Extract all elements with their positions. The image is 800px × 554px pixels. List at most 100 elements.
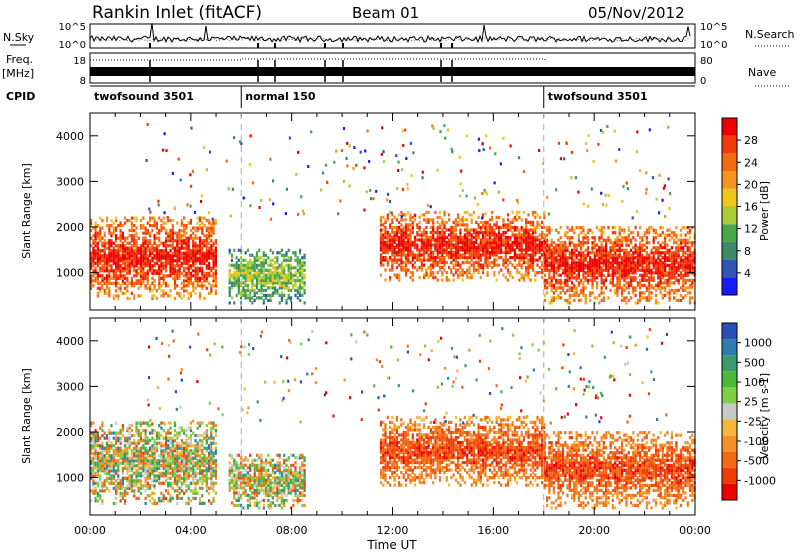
- echo-cell: [555, 243, 558, 247]
- echo-cell: [112, 296, 115, 300]
- echo-cell: [407, 210, 410, 214]
- echo-cell: [301, 273, 304, 277]
- echo-cell: [126, 466, 129, 470]
- echo-cell: [164, 249, 168, 253]
- echo-cell: [509, 225, 512, 230]
- echo-cell: [616, 258, 619, 262]
- echo-cell: [144, 261, 147, 265]
- echo-cell: [472, 235, 476, 240]
- echo-cell: [404, 233, 408, 237]
- echo-cell: [203, 261, 206, 265]
- echo-cell: [659, 288, 662, 292]
- echo-cell: [525, 218, 528, 222]
- echo-cell: [605, 258, 608, 262]
- echo-cell: [139, 481, 143, 485]
- echo-cell: [183, 269, 186, 273]
- echo-cell: [214, 281, 217, 285]
- echo-cell: [546, 233, 549, 237]
- echo-cell: [559, 263, 562, 267]
- echo-cell: [616, 263, 619, 267]
- echo-cell: [575, 253, 578, 257]
- echo-cell: [121, 459, 124, 463]
- echo-cell: [242, 273, 245, 277]
- echo-cell: [115, 239, 118, 243]
- echo-cell: [151, 469, 154, 473]
- echo-cell: [457, 238, 460, 242]
- echo-cell: [119, 456, 122, 460]
- echo-cell: [625, 256, 628, 260]
- echo-cell: [157, 199, 160, 203]
- echo-cell: [278, 286, 281, 290]
- echo-cell: [262, 288, 265, 292]
- echo-cell: [151, 281, 154, 285]
- echo-cell: [269, 217, 272, 221]
- echo-cell: [648, 296, 651, 300]
- echo-cell: [189, 259, 192, 263]
- echo-cell: [142, 224, 145, 228]
- echo-cell: [520, 250, 523, 255]
- echo-cell: [164, 461, 168, 465]
- echo-cell: [520, 225, 523, 230]
- echo-cell: [149, 449, 152, 453]
- echo-cell: [171, 261, 174, 265]
- echo-cell: [112, 229, 115, 233]
- echo-cell: [486, 273, 489, 277]
- echo-cell: [126, 276, 129, 280]
- echo-cell: [169, 231, 172, 235]
- echo-cell: [497, 235, 501, 240]
- echo-cell: [230, 253, 234, 257]
- echo-cell: [240, 283, 243, 287]
- echo-cell: [92, 484, 95, 488]
- echo-cell: [550, 228, 553, 232]
- echo-cell: [491, 250, 494, 255]
- echo-cell: [636, 298, 639, 302]
- echo-cell: [432, 220, 435, 224]
- echo-cell: [423, 213, 426, 217]
- echo-cell: [420, 263, 423, 267]
- echo-cell: [661, 286, 664, 290]
- echo-cell: [162, 436, 165, 440]
- echo-cell: [598, 236, 601, 240]
- echo-cell: [382, 160, 385, 164]
- echo-cell: [645, 273, 648, 277]
- echo-cell: [391, 218, 394, 222]
- nsky-tick-bottom: 10^0: [59, 40, 86, 51]
- echo-cell: [682, 263, 685, 267]
- echo-cell: [153, 249, 156, 253]
- echo-cell: [90, 251, 93, 255]
- echo-cell: [577, 273, 580, 277]
- echo-cell: [146, 239, 149, 243]
- echo-cell: [178, 259, 181, 263]
- echo-cell: [688, 286, 692, 290]
- echo-cell: [149, 439, 152, 443]
- echo-cell: [438, 245, 442, 250]
- echo-cell: [425, 250, 428, 255]
- echo-cell: [205, 279, 208, 283]
- echo-cell: [296, 288, 299, 292]
- echo-cell: [593, 246, 596, 250]
- echo-cell: [178, 236, 181, 240]
- echo-cell: [598, 253, 601, 257]
- echo-cell: [278, 281, 281, 285]
- echo-cell: [137, 481, 140, 485]
- echo-cell: [126, 459, 129, 463]
- echo-cell: [207, 211, 210, 215]
- echo-cell: [130, 429, 133, 433]
- echo-cell: [645, 238, 648, 242]
- echo-cell: [457, 235, 460, 240]
- echo-cell: [688, 246, 692, 250]
- echo-cell: [561, 243, 565, 247]
- echo-cell: [661, 293, 664, 297]
- echo-cell: [675, 258, 678, 262]
- echo-cell: [160, 444, 163, 448]
- echo-cell: [201, 229, 204, 233]
- echo-cell: [212, 229, 215, 233]
- echo-cell: [189, 274, 192, 278]
- echo-cell: [389, 235, 392, 240]
- freq-unit: [MHz]: [2, 67, 34, 80]
- echo-cell: [618, 281, 621, 285]
- echo-cell: [90, 456, 93, 460]
- echo-cell: [475, 238, 478, 242]
- echo-cell: [173, 249, 177, 253]
- echo-cell: [92, 251, 95, 255]
